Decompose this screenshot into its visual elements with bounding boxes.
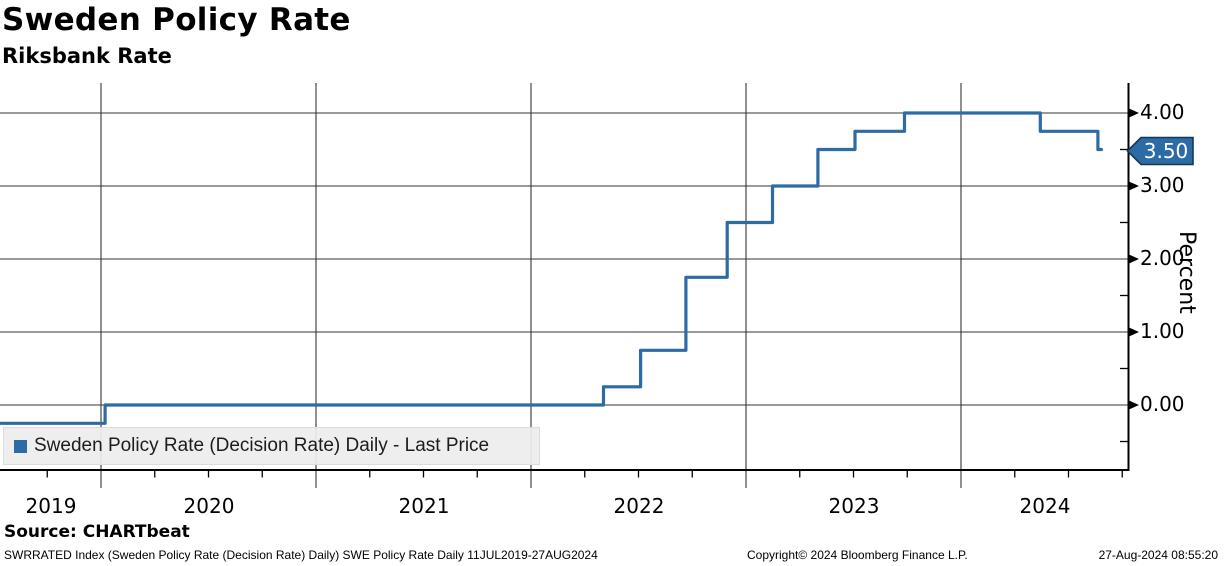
- y-axis-title: Percent: [1174, 231, 1199, 314]
- y-tick-arrow-icon: [1129, 400, 1139, 410]
- timestamp: 27-Aug-2024 08:55:20: [1098, 548, 1218, 562]
- legend-marker-icon: [14, 439, 27, 453]
- y-tick-label: 0.00: [1140, 392, 1185, 416]
- ticker-info: SWRRATED Index (Sweden Policy Rate (Deci…: [4, 548, 598, 562]
- y-tick-arrow-icon: [1129, 327, 1139, 337]
- y-tick-arrow-icon: [1129, 254, 1139, 264]
- legend-label: Sweden Policy Rate (Decision Rate) Daily…: [34, 435, 490, 456]
- policy-rate-step-line: [0, 111, 1103, 425]
- y-tick-label: 2.00: [1140, 246, 1185, 270]
- y-tick-arrow-icon: [1129, 108, 1139, 118]
- y-tick-label: 4.00: [1140, 100, 1185, 124]
- legend: Sweden Policy Rate (Decision Rate) Daily…: [3, 427, 540, 465]
- chart-title: Sweden Policy Rate: [2, 2, 351, 38]
- x-tick-label: 2019: [25, 494, 77, 518]
- copyright: Copyright© 2024 Bloomberg Finance L.P.: [747, 548, 968, 562]
- last-price-badge: [1126, 136, 1194, 166]
- x-tick-label: 2020: [183, 494, 235, 518]
- x-tick-label: 2024: [1019, 494, 1071, 518]
- source-label: Source: CHARTbeat: [4, 522, 190, 542]
- x-tick-label: 2023: [828, 494, 880, 518]
- chart-subtitle: Riksbank Rate: [2, 44, 172, 68]
- last-price-value: 3.50: [1143, 139, 1189, 163]
- x-tick-label: 2022: [613, 494, 665, 518]
- y-tick-label: 1.00: [1140, 319, 1185, 343]
- y-tick-label: 3.00: [1140, 173, 1185, 197]
- y-tick-arrow-icon: [1129, 181, 1139, 191]
- x-tick-label: 2021: [398, 494, 450, 518]
